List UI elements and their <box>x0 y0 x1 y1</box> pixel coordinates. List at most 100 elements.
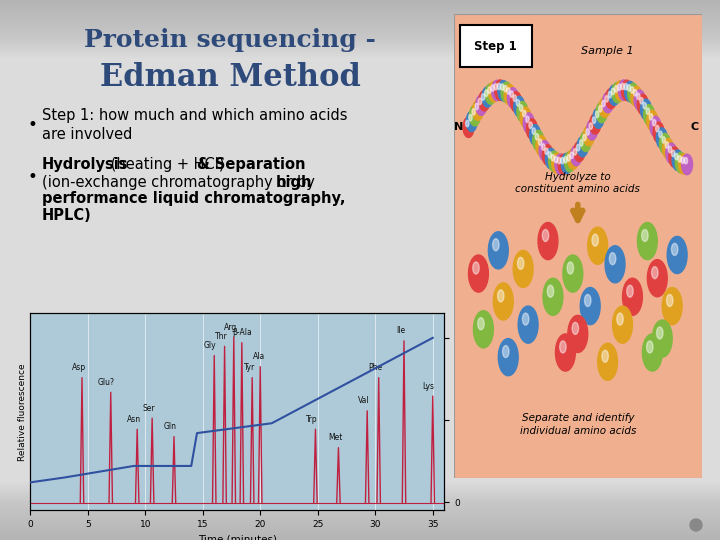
Circle shape <box>543 278 563 315</box>
Text: Protein sequencing -: Protein sequencing - <box>84 28 376 52</box>
Text: Lys: Lys <box>422 382 434 390</box>
Circle shape <box>647 110 657 131</box>
Bar <box>0 488 720 540</box>
Circle shape <box>618 84 621 90</box>
Text: high: high <box>276 174 312 190</box>
Circle shape <box>662 287 682 325</box>
Circle shape <box>551 154 554 161</box>
Circle shape <box>590 114 600 134</box>
Bar <box>0 502 720 540</box>
Text: Hydrolysis: Hydrolysis <box>42 158 128 172</box>
Circle shape <box>530 125 541 145</box>
Circle shape <box>614 86 618 92</box>
Circle shape <box>665 141 669 149</box>
Circle shape <box>545 148 548 154</box>
Bar <box>0 0 720 56</box>
Circle shape <box>513 95 516 102</box>
Circle shape <box>668 146 672 153</box>
Bar <box>0 482 720 540</box>
Circle shape <box>508 87 518 108</box>
Bar <box>0 518 720 540</box>
Circle shape <box>493 283 513 320</box>
Circle shape <box>642 230 648 241</box>
Bar <box>0 530 720 540</box>
Circle shape <box>624 83 627 90</box>
Text: C: C <box>690 122 698 132</box>
Y-axis label: Relative fluorescence: Relative fluorescence <box>19 363 27 461</box>
Circle shape <box>580 131 591 152</box>
Text: Separate and identify
individual amino acids: Separate and identify individual amino a… <box>520 413 636 436</box>
Bar <box>0 0 720 52</box>
Circle shape <box>613 306 632 343</box>
Circle shape <box>684 158 688 164</box>
Circle shape <box>657 327 663 339</box>
Bar <box>0 0 720 48</box>
Circle shape <box>667 237 687 274</box>
Circle shape <box>473 262 480 274</box>
Bar <box>0 0 720 40</box>
Circle shape <box>488 82 499 102</box>
Bar <box>0 486 720 540</box>
Circle shape <box>507 87 510 94</box>
Circle shape <box>567 155 570 161</box>
Circle shape <box>548 152 552 158</box>
Circle shape <box>498 80 509 101</box>
Circle shape <box>598 105 602 112</box>
Bar <box>0 0 720 44</box>
Bar <box>0 514 720 540</box>
Circle shape <box>583 125 594 146</box>
Circle shape <box>611 88 615 94</box>
Circle shape <box>626 285 633 297</box>
Circle shape <box>637 94 648 114</box>
Circle shape <box>536 136 546 156</box>
Circle shape <box>631 86 642 107</box>
Bar <box>0 0 720 28</box>
Bar <box>0 0 720 18</box>
Circle shape <box>542 230 549 241</box>
Circle shape <box>630 86 634 93</box>
Circle shape <box>538 222 558 260</box>
Circle shape <box>504 84 515 105</box>
Circle shape <box>652 267 658 279</box>
Circle shape <box>598 343 618 380</box>
Circle shape <box>577 137 588 157</box>
Text: Edman Method: Edman Method <box>99 63 361 93</box>
Circle shape <box>466 120 469 127</box>
Text: •: • <box>28 168 38 186</box>
Circle shape <box>582 134 586 141</box>
Text: Val: Val <box>358 396 369 406</box>
Circle shape <box>568 315 588 353</box>
Bar <box>0 0 720 24</box>
Circle shape <box>529 122 532 129</box>
Circle shape <box>523 110 526 117</box>
Bar <box>0 0 720 10</box>
Circle shape <box>482 87 493 107</box>
Circle shape <box>567 262 574 274</box>
Circle shape <box>510 92 521 112</box>
Circle shape <box>690 519 702 531</box>
Bar <box>0 0 720 4</box>
Bar <box>0 0 720 16</box>
Circle shape <box>501 82 512 103</box>
Circle shape <box>593 117 595 124</box>
Circle shape <box>561 157 564 164</box>
Text: HPLC): HPLC) <box>42 208 91 224</box>
Bar <box>0 498 720 540</box>
Circle shape <box>612 82 623 103</box>
Circle shape <box>625 82 636 102</box>
Circle shape <box>564 157 567 163</box>
Circle shape <box>586 129 590 135</box>
Circle shape <box>517 102 528 122</box>
Circle shape <box>573 148 577 155</box>
Text: Step 1: Step 1 <box>474 39 517 52</box>
Circle shape <box>487 87 491 93</box>
Circle shape <box>472 109 475 115</box>
Circle shape <box>659 131 662 138</box>
Text: Tyr: Tyr <box>244 363 256 372</box>
Circle shape <box>641 99 652 120</box>
Circle shape <box>500 84 504 90</box>
Bar <box>0 504 720 540</box>
Text: Asp: Asp <box>71 363 86 372</box>
Circle shape <box>615 80 626 101</box>
Circle shape <box>650 116 661 137</box>
